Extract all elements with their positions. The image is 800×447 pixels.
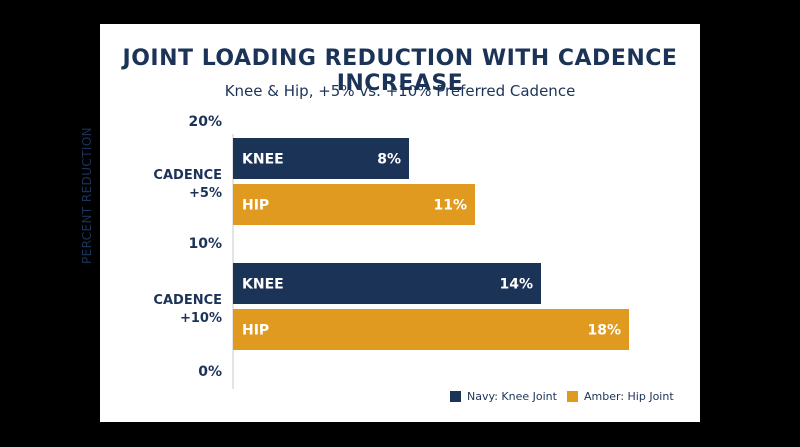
bar-category-label: KNEE xyxy=(242,277,284,293)
chart-subtitle: Knee & Hip, +5% vs. +10% Preferred Caden… xyxy=(224,82,576,100)
tick-label: 10% xyxy=(188,236,222,252)
bar-value-label: 11% xyxy=(433,198,467,214)
chart-card: JOINT LOADING REDUCTION WITH CADENCE INC… xyxy=(80,24,700,422)
bar-value-label: 14% xyxy=(499,277,533,293)
bar-value-label: 8% xyxy=(377,152,401,168)
group-label-value: +10% xyxy=(180,311,222,326)
group-label: CADENCE xyxy=(153,293,222,308)
tick-label: 20% xyxy=(188,114,222,130)
bar xyxy=(233,309,629,350)
chart-title: JOINT LOADING REDUCTION WITH CADENCE INC… xyxy=(122,46,678,96)
legend-item-knee: Navy: Knee Joint xyxy=(450,390,557,403)
bar xyxy=(233,138,409,179)
legend-item-hip: Amber: Hip Joint xyxy=(567,390,674,403)
legend-label-knee: Navy: Knee Joint xyxy=(467,390,557,403)
bar xyxy=(233,184,475,225)
legend-swatch-knee xyxy=(450,391,461,402)
bar-category-label: HIP xyxy=(242,198,269,214)
y-axis-label: PERCENT REDUCTION xyxy=(80,126,94,264)
bar xyxy=(233,263,541,304)
tick-label: 0% xyxy=(198,364,222,380)
group-label: CADENCE xyxy=(153,168,222,183)
legend-label-hip: Amber: Hip Joint xyxy=(584,390,674,403)
bar-category-label: KNEE xyxy=(242,152,284,168)
bar-category-label: HIP xyxy=(242,323,269,339)
bar-chart: 20% 10% 0% CADENCE +5% KNEE 8% HIP 11% CADENCE +10… xyxy=(153,114,629,389)
bar-value-label: 18% xyxy=(587,323,621,339)
legend-swatch-hip xyxy=(567,391,578,402)
group-label-value: +5% xyxy=(189,186,222,201)
